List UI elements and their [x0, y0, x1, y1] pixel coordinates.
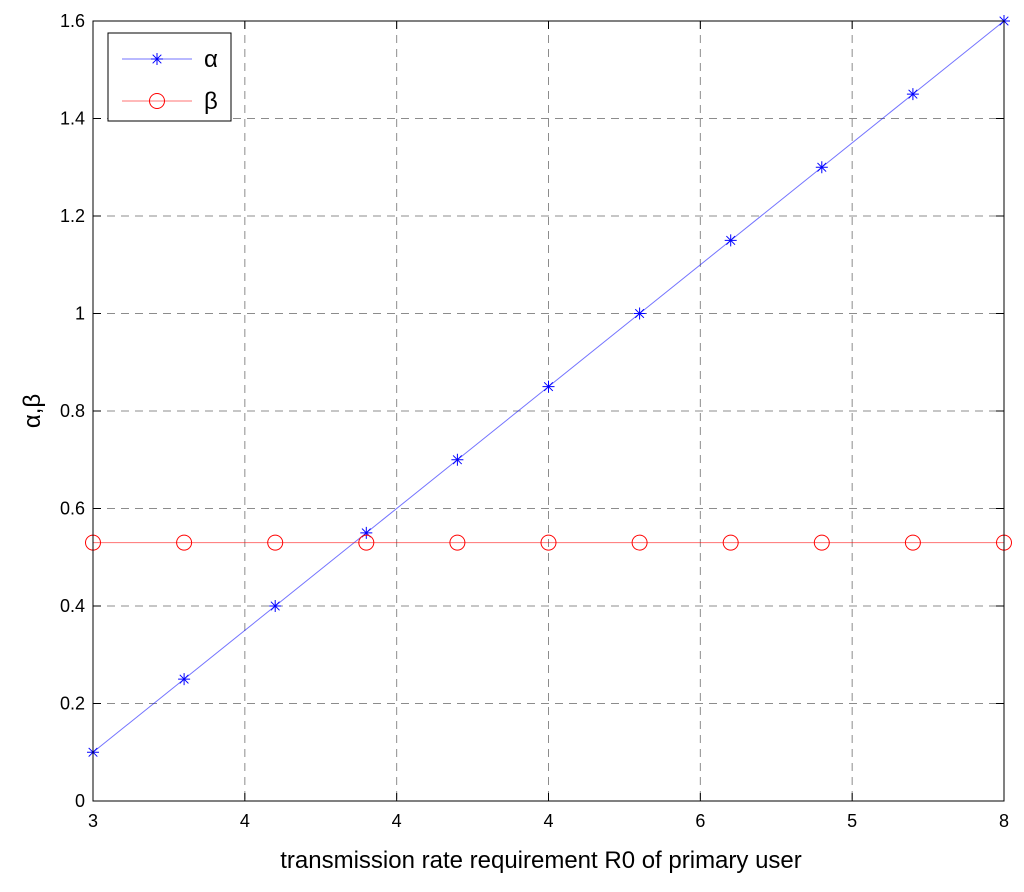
y-tick-label: 1.4	[60, 109, 85, 129]
data-point-alpha	[269, 600, 282, 612]
data-point-beta	[722, 534, 739, 551]
grid	[93, 21, 1004, 801]
data-point-beta	[176, 534, 193, 551]
x-axis-label: transmission rate requirement R0 of prim…	[280, 847, 802, 874]
data-point-alpha	[724, 234, 737, 247]
ticks	[92, 20, 1005, 802]
y-tick-label: 1.6	[60, 11, 85, 31]
data-point-beta	[631, 534, 648, 551]
data-point-beta	[358, 534, 375, 551]
y-tick-label: 0.2	[60, 694, 85, 714]
y-tick-label: 0	[75, 791, 85, 811]
data-point-alpha	[906, 88, 919, 101]
data-point-beta	[267, 534, 284, 551]
x-tick-label: 3	[88, 811, 98, 831]
x-tick-label: 5	[847, 811, 857, 831]
data-point-alpha	[178, 673, 191, 686]
data-point-beta	[904, 534, 921, 551]
data-point-beta	[449, 534, 466, 551]
x-tick-label: 4	[240, 811, 250, 831]
y-tick-label: 0.6	[60, 499, 85, 519]
data-point-alpha	[360, 526, 373, 539]
legend: αβ	[107, 32, 232, 122]
legend-marker	[151, 53, 163, 65]
legend-marker	[149, 93, 165, 109]
y-tick-label: 0.4	[60, 596, 85, 616]
data-point-alpha	[542, 380, 555, 393]
x-tick-label: 6	[695, 811, 705, 831]
tick-labels: 3 4 4 4 6 5 8 0 0.2 0.4 0.6 0.8 1 1.2 1.4 1.6	[60, 11, 1009, 831]
x-tick-label: 4	[543, 811, 553, 831]
data-point-alpha	[815, 161, 828, 174]
y-tick-label: 1	[75, 304, 85, 324]
y-tick-label: 0.8	[60, 401, 85, 421]
data-point-alpha	[451, 453, 464, 466]
data-point-beta	[813, 534, 830, 551]
x-tick-label: 8	[999, 811, 1009, 831]
legend-label: β	[204, 88, 218, 115]
legend-label: α	[204, 46, 218, 73]
data-point-alpha	[633, 307, 646, 320]
data-point-beta	[540, 534, 557, 551]
y-tick-label: 1.2	[60, 206, 85, 226]
x-tick-label: 4	[392, 811, 402, 831]
legend-box	[107, 32, 232, 122]
y-axis-label: α,β	[19, 394, 46, 428]
